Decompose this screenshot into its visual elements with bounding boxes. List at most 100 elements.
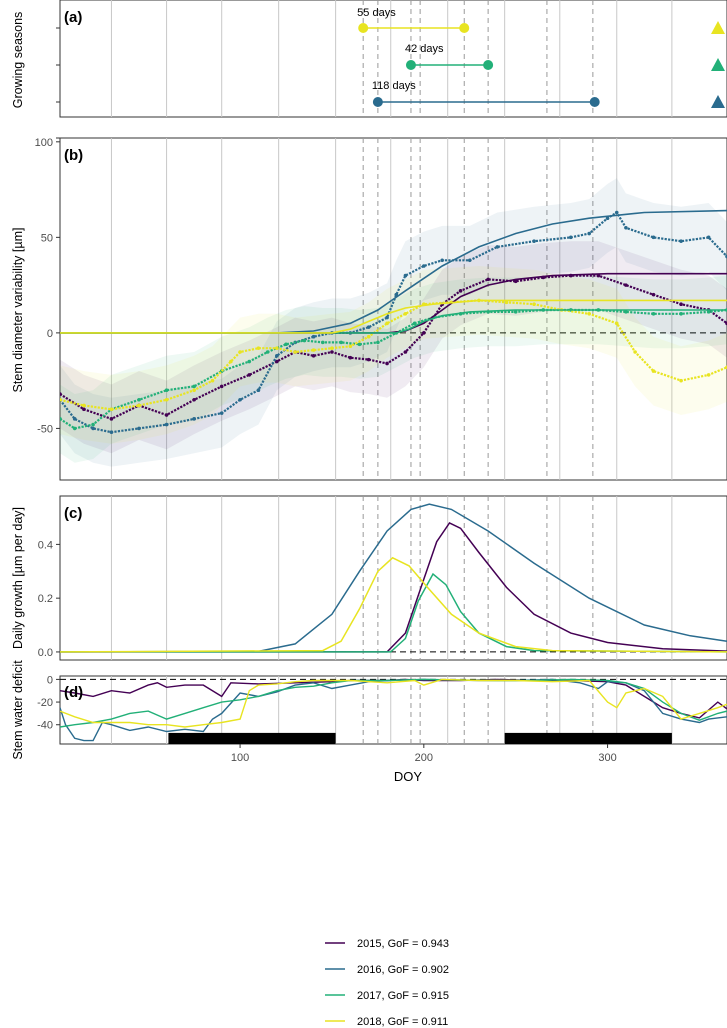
period-bar — [168, 732, 336, 744]
observed-point-2016 — [256, 388, 261, 393]
panel-b: -50 0 50 100 (b) Stem diameter variability … — [11, 137, 727, 481]
panel-d-tag: (d) — [64, 684, 83, 701]
observed-point-2018 — [587, 311, 591, 316]
panel-c: 0.0 0.2 0.4 (c) Daily growth [µm per day] — [11, 495, 727, 661]
observed-point-2018 — [366, 334, 371, 339]
y-tick-label: 0 — [47, 674, 53, 686]
observed-point-2018 — [210, 378, 215, 383]
y-tick-label: 0.0 — [38, 647, 53, 659]
panel-b-grid — [110, 138, 673, 480]
panel-a-frame — [59, 0, 727, 118]
observed-point-2018 — [137, 403, 141, 408]
panel-d-y-axis: -40 -20 0 — [37, 674, 60, 732]
legend-label-2018: 2018, GoF = 0.911 — [357, 1016, 448, 1028]
growth-curve-2017 — [60, 572, 727, 653]
observed-point-2017 — [706, 310, 711, 314]
season-duration-2016: 118 days — [372, 80, 416, 92]
observed-point-2015 — [247, 373, 252, 377]
growth-curve-2016 — [60, 503, 727, 653]
observed-point-2017 — [60, 417, 62, 421]
observed-point-2018 — [60, 397, 62, 402]
observed-point-2016 — [219, 411, 224, 415]
y-tick-label: 0.4 — [38, 539, 53, 551]
legend-label-2017: 2017, GoF = 0.915 — [357, 990, 449, 1002]
observed-point-2015 — [651, 292, 656, 297]
observed-point-2016 — [238, 397, 242, 402]
observed-point-2015 — [366, 357, 371, 362]
legend-label-2016: 2016, GoF = 0.902 — [357, 964, 449, 976]
observed-point-2017 — [72, 426, 77, 431]
observed-point-2016 — [422, 264, 426, 268]
observed-point-2017 — [284, 342, 288, 347]
observed-point-2017 — [164, 388, 169, 393]
observed-point-2018 — [192, 388, 196, 393]
panel-c-grid — [110, 496, 673, 660]
season-marker-2018 — [711, 21, 725, 34]
observed-point-2017 — [624, 310, 628, 314]
panel-a-grid — [110, 0, 673, 117]
panel-a-ylabel: Growing seasons — [11, 12, 25, 109]
observed-point-2018 — [633, 350, 637, 354]
season-duration-2017: 42 days — [405, 43, 444, 55]
growth-curve-2018 — [60, 556, 727, 653]
y-tick-label: -50 — [37, 423, 53, 435]
observed-point-2018 — [229, 359, 233, 364]
observed-point-2018 — [330, 346, 334, 350]
panel-c-marks — [60, 503, 727, 653]
observed-point-2017 — [302, 338, 307, 343]
panel-a-tag: (a) — [64, 9, 82, 26]
observed-point-2017 — [651, 311, 656, 316]
observed-point-2018 — [311, 348, 316, 352]
observed-point-2015 — [385, 361, 389, 366]
panel-b-ylabel: Stem diameter variability [µm] — [11, 228, 25, 393]
x-tick-label: 300 — [598, 752, 616, 764]
observed-point-2017 — [412, 321, 417, 326]
observed-point-2016 — [72, 417, 77, 421]
observed-point-2015 — [82, 407, 86, 412]
observed-point-2017 — [357, 342, 362, 347]
observed-point-2015 — [403, 350, 408, 354]
observed-point-2018 — [385, 321, 389, 326]
observed-point-2016 — [394, 292, 399, 297]
observed-point-2017 — [192, 384, 196, 389]
observed-point-2017 — [320, 340, 325, 345]
observed-point-2015 — [109, 417, 114, 421]
y-tick-label: -20 — [37, 697, 53, 709]
observed-point-2015 — [348, 355, 353, 360]
panel-b-y-axis: -50 0 50 100 — [35, 137, 60, 435]
season-duration-2015: 69 days — [414, 117, 453, 129]
observed-point-2016 — [706, 235, 711, 240]
observed-point-2017 — [513, 310, 518, 314]
legend-label-2015: 2015, GoF = 0.943 — [357, 938, 449, 950]
y-tick-label: -40 — [37, 720, 53, 732]
band-2015 — [60, 241, 727, 454]
season-duration-2018: 55 days — [357, 7, 396, 19]
observed-point-2017 — [265, 350, 270, 354]
x-tick-label: 200 — [415, 752, 433, 764]
observed-point-2016 — [192, 417, 196, 421]
observed-point-2016 — [440, 258, 444, 263]
observed-point-2016 — [587, 231, 591, 236]
panel-d-marks — [60, 678, 727, 744]
observed-point-2015 — [164, 413, 169, 417]
observed-point-2017 — [339, 340, 343, 345]
panel-a: 55 days 42 days 118 days 69 days (a) Growin… — [11, 0, 727, 139]
observed-point-2015 — [192, 397, 196, 402]
panel-b-marks — [60, 178, 727, 467]
observed-point-2018 — [82, 403, 86, 408]
legend: 2015, GoF = 0.943 2016, GoF = 0.902 2017, … — [325, 938, 449, 1028]
panel-c-y-axis: 0.0 0.2 0.4 — [38, 539, 60, 659]
observed-point-2016 — [495, 245, 500, 249]
x-axis-label: DOY — [394, 769, 423, 784]
observed-point-2016 — [467, 258, 472, 263]
observed-point-2016 — [385, 315, 389, 320]
x-axis: 100 200 300 — [231, 744, 617, 764]
deficit-2017 — [60, 678, 727, 728]
panel-d: -40 -20 0 100 200 300 (d) Stem water deficit… — [11, 660, 727, 784]
observed-point-2016 — [366, 325, 371, 329]
season-marker-2017 — [711, 58, 725, 71]
observed-point-2018 — [532, 302, 536, 307]
season-end-2018 — [459, 23, 470, 33]
season-end-2017 — [483, 60, 494, 70]
